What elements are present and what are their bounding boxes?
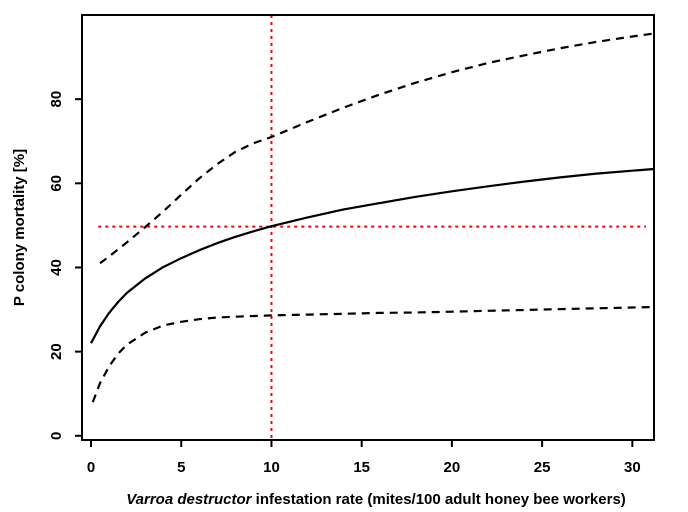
x-tick-label: 10 [263, 459, 280, 476]
y-tick-label: 20 [48, 343, 65, 360]
y-axis-title: P colony mortality [%] [11, 149, 28, 306]
plot-frame [81, 14, 655, 441]
x-axis: 0 5 10 15 20 25 30 [87, 440, 641, 476]
x-tick-label: 0 [87, 459, 95, 476]
x-axis-title-italic: Varroa destructor [126, 491, 252, 508]
y-tick-label: 0 [48, 432, 65, 440]
y-tick-label: 60 [48, 175, 65, 192]
fitted-curve [90, 167, 655, 344]
x-tick-label: 15 [353, 459, 370, 476]
y-axis: 0 20 40 60 80 [48, 91, 82, 440]
lower-confidence-band [91, 305, 655, 403]
x-axis-title-rest: infestation rate (mites/100 adult honey … [252, 491, 626, 508]
y-tick-label: 80 [48, 91, 65, 108]
x-tick-label: 5 [177, 459, 185, 476]
x-tick-label: 25 [534, 459, 551, 476]
reference-lines [98, 15, 646, 440]
x-tick-label: 20 [444, 459, 461, 476]
y-tick-label: 40 [48, 259, 65, 276]
upper-confidence-band [99, 32, 655, 265]
x-axis-title: Varroa destructor infestation rate (mite… [126, 491, 626, 508]
x-tick-label: 30 [624, 459, 641, 476]
series-layer [90, 32, 655, 403]
